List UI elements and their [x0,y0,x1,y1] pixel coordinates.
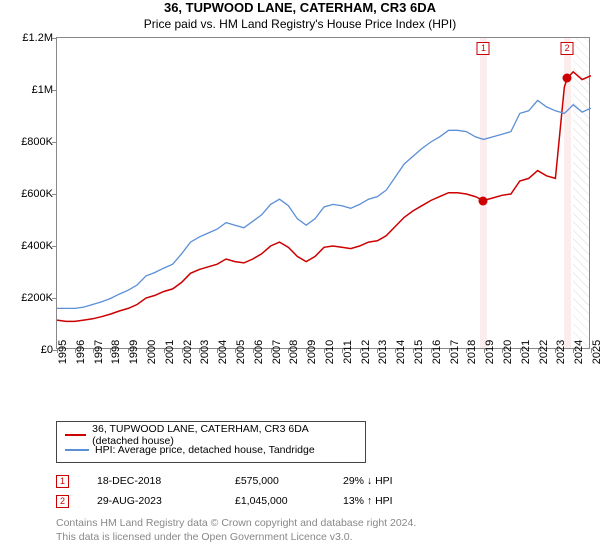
legend-item: 36, TUPWOOD LANE, CATERHAM, CR3 6DA (det… [65,427,357,442]
legend-swatch [65,449,89,451]
event-row: 1 18-DEC-2018 £575,000 29% ↓ HPI [56,471,590,491]
event-date: 29-AUG-2023 [97,495,207,507]
event-badge-small: 2 [56,495,69,508]
event-delta: 29% ↓ HPI [343,475,393,487]
legend-item: HPI: Average price, detached house, Tand… [65,442,357,457]
attribution-line: Contains HM Land Registry data © Crown c… [56,517,590,531]
events-table: 1 18-DEC-2018 £575,000 29% ↓ HPI 2 29-AUG-202… [56,471,590,511]
legend-label: HPI: Average price, detached house, Tand… [95,444,315,456]
plot-area: £0£200K£400K£600K£800K£1M£1.2M1995199619… [56,37,590,349]
series-line-subject [57,72,591,322]
legend: 36, TUPWOOD LANE, CATERHAM, CR3 6DA (det… [56,421,366,463]
y-axis-tick-label: £1.2M [22,32,53,44]
event-marker-dot [479,196,488,205]
chart: £0£200K£400K£600K£800K£1M£1.2M1995199619… [10,37,590,387]
below-chart-panel: 36, TUPWOOD LANE, CATERHAM, CR3 6DA (det… [10,421,590,544]
x-axis-tick-label: 2025 [591,340,600,364]
event-price: £575,000 [235,475,315,487]
event-badge-small: 1 [56,475,69,488]
legend-swatch [65,434,86,436]
chart-subtitle: Price paid vs. HM Land Registry's House … [0,17,600,31]
y-axis-tick-label: £1M [32,84,53,96]
attribution-line: This data is licensed under the Open Gov… [56,531,590,545]
y-axis-tick-label: £400K [21,240,53,252]
event-row: 2 29-AUG-2023 £1,045,000 13% ↑ HPI [56,491,590,511]
event-delta: 13% ↑ HPI [343,495,393,507]
series-line-hpi [57,100,591,308]
y-axis-tick-label: £800K [21,136,53,148]
y-axis-tick-label: £200K [21,292,53,304]
y-axis-tick-label: £600K [21,188,53,200]
event-marker-dot [563,74,572,83]
chart-title: 36, TUPWOOD LANE, CATERHAM, CR3 6DA [0,0,600,15]
event-price: £1,045,000 [235,495,315,507]
event-date: 18-DEC-2018 [97,475,207,487]
chart-lines [57,38,591,350]
attribution: Contains HM Land Registry data © Crown c… [56,517,590,544]
x-axis-tick [591,348,592,353]
